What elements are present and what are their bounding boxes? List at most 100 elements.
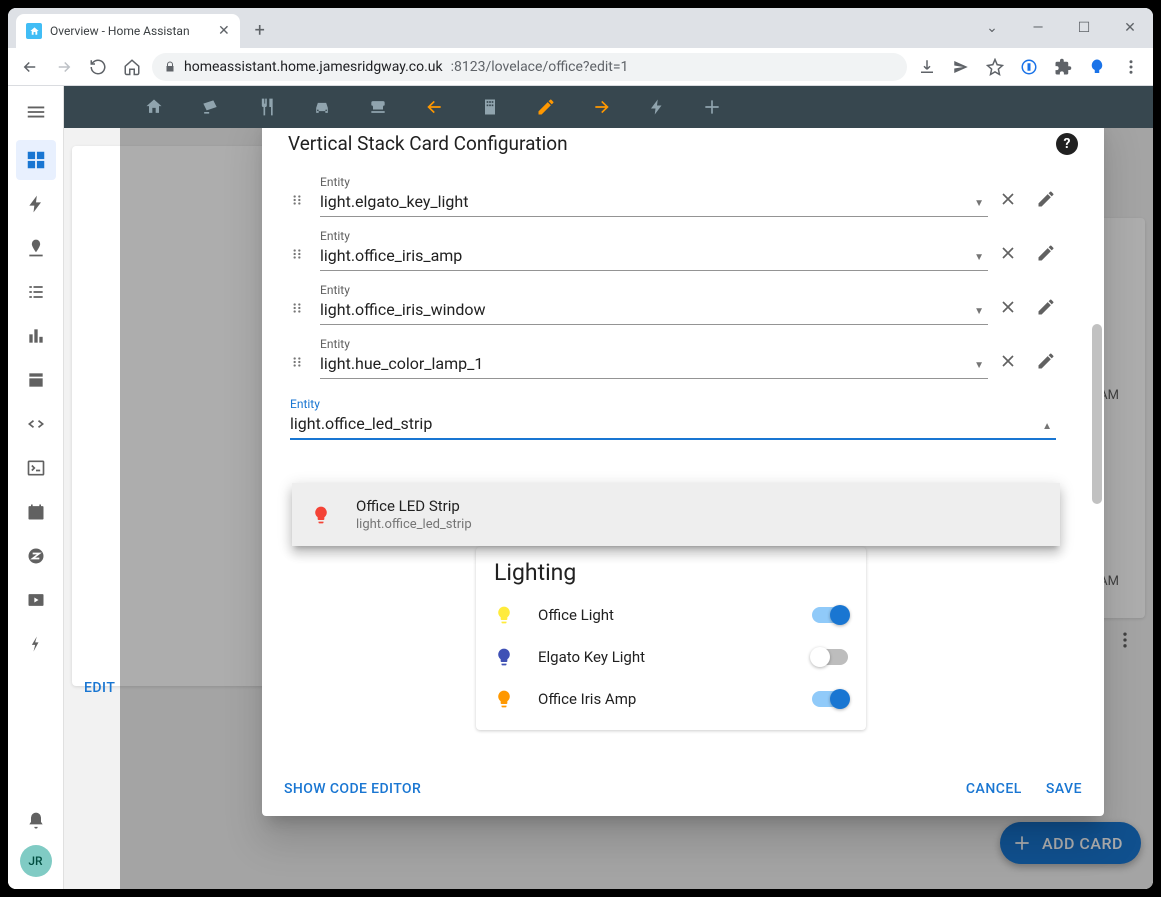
help-icon[interactable]: ?	[1056, 133, 1078, 155]
entity-field[interactable]: Entity ▼	[320, 229, 988, 271]
tab-arrow-left-icon[interactable]	[424, 97, 444, 117]
minimize-icon[interactable]: —	[1015, 12, 1061, 44]
tab-arrow-right-icon[interactable]	[592, 97, 612, 117]
tab-home-icon[interactable]	[144, 97, 164, 117]
forward-icon[interactable]	[50, 53, 78, 81]
new-tab-button[interactable]: +	[246, 16, 274, 44]
tab-add-icon[interactable]	[702, 97, 722, 117]
drag-handle-icon[interactable]	[290, 301, 310, 325]
sidebar-item-energy[interactable]	[16, 184, 56, 224]
scrollbar[interactable]	[1090, 169, 1104, 760]
star-icon[interactable]	[981, 53, 1009, 81]
sidebar-item-map[interactable]	[16, 228, 56, 268]
toggle-switch[interactable]	[812, 649, 848, 665]
entity-field[interactable]: Entity ▼	[320, 175, 988, 217]
drag-handle-icon[interactable]	[290, 355, 310, 379]
show-code-editor-button[interactable]: SHOW CODE EDITOR	[284, 781, 421, 797]
sidebar-item-media[interactable]	[16, 580, 56, 620]
edit-entity-icon[interactable]	[1036, 243, 1056, 263]
tab-flash-icon[interactable]	[648, 98, 666, 116]
remove-entity-icon[interactable]	[998, 351, 1018, 371]
chevron-down-icon[interactable]: ▼	[974, 252, 984, 263]
extensions-icon[interactable]	[1049, 53, 1077, 81]
chevron-down-icon[interactable]: ▼	[974, 360, 984, 371]
sidebar-item-logbook[interactable]	[16, 272, 56, 312]
entity-row: Entity ▼	[280, 223, 1096, 277]
entity-label: Entity	[320, 175, 988, 189]
preview-label: Office Light	[538, 606, 788, 624]
extension-custom-icon[interactable]	[1083, 53, 1111, 81]
remove-entity-icon[interactable]	[998, 189, 1018, 209]
browser-menu-icon[interactable]	[1117, 53, 1145, 81]
url-field[interactable]: homeassistant.home.jamesridgway.co.uk:81…	[152, 53, 907, 81]
close-tab-icon[interactable]: ✕	[218, 23, 230, 39]
close-window-icon[interactable]: ✕	[1107, 12, 1153, 44]
notifications-icon[interactable]	[16, 801, 56, 841]
hamburger-icon[interactable]	[16, 92, 56, 132]
tab-car-icon[interactable]	[312, 97, 332, 117]
entity-input[interactable]	[320, 351, 988, 379]
drag-handle-icon[interactable]	[290, 247, 310, 271]
sidebar-item-calendar[interactable]	[16, 492, 56, 532]
sidebar-item-editor[interactable]	[16, 404, 56, 444]
scrollbar-thumb[interactable]	[1092, 324, 1102, 504]
new-entity-input[interactable]	[290, 411, 1056, 440]
tab-building-icon[interactable]	[480, 97, 500, 117]
tab-kitchen-icon[interactable]	[256, 97, 276, 117]
tab-pencil-icon[interactable]	[536, 97, 556, 117]
browser-tab[interactable]: Overview - Home Assistan ✕	[16, 14, 240, 48]
tab-sofa-icon[interactable]	[368, 97, 388, 117]
entity-input[interactable]	[320, 243, 988, 271]
extension-1password-icon[interactable]	[1015, 53, 1043, 81]
entity-field[interactable]: Entity ▼	[320, 283, 988, 325]
save-button[interactable]: SAVE	[1046, 781, 1082, 797]
dropdown-id: light.office_led_strip	[356, 517, 472, 532]
remove-entity-icon[interactable]	[998, 243, 1018, 263]
entity-label: Entity	[320, 337, 988, 351]
sidebar-item-devtools[interactable]	[16, 624, 56, 664]
edit-entity-icon[interactable]	[1036, 189, 1056, 209]
entity-input[interactable]	[320, 297, 988, 325]
chevron-down-icon[interactable]: ▼	[974, 198, 984, 209]
sidebar-item-terminal[interactable]	[16, 448, 56, 488]
send-icon[interactable]	[947, 53, 975, 81]
sidebar-item-zigbee[interactable]	[16, 536, 56, 576]
entity-label: Entity	[290, 397, 1056, 411]
back-icon[interactable]	[16, 53, 44, 81]
chevron-up-icon[interactable]: ▲	[1042, 421, 1052, 432]
install-icon[interactable]	[913, 53, 941, 81]
lock-icon	[164, 61, 176, 73]
toggle-switch[interactable]	[812, 691, 848, 707]
modal-overlay: Vertical Stack Card Configuration ? Enti…	[120, 128, 1153, 889]
modal-title: Vertical Stack Card Configuration	[288, 132, 568, 155]
edit-entity-icon[interactable]	[1036, 297, 1056, 317]
entity-field[interactable]: Entity ▼	[320, 337, 988, 379]
drag-handle-icon[interactable]	[290, 193, 310, 217]
tab-title: Overview - Home Assistan	[50, 24, 210, 38]
tab-camera-icon[interactable]	[200, 97, 220, 117]
toggle-switch[interactable]	[812, 607, 848, 623]
preview-row: Elgato Key Light	[490, 636, 852, 678]
entity-row: Entity ▼	[280, 277, 1096, 331]
maximize-icon[interactable]: ☐	[1061, 12, 1107, 44]
user-avatar[interactable]: JR	[20, 845, 52, 877]
cancel-button[interactable]: CANCEL	[966, 781, 1022, 797]
reload-icon[interactable]	[84, 53, 112, 81]
entity-input[interactable]	[320, 189, 988, 217]
edit-entity-icon[interactable]	[1036, 351, 1056, 371]
sidebar-item-overview[interactable]	[16, 140, 56, 180]
sidebar-item-history[interactable]	[16, 316, 56, 356]
dropdown-item[interactable]: Office LED Strip light.office_led_strip	[292, 483, 1060, 546]
remove-entity-icon[interactable]	[998, 297, 1018, 317]
card-config-modal: Vertical Stack Card Configuration ? Enti…	[262, 128, 1104, 816]
chevron-down-icon[interactable]: ▼	[974, 306, 984, 317]
home-icon[interactable]	[118, 53, 146, 81]
sidebar-item-hacs[interactable]	[16, 360, 56, 400]
url-host: homeassistant.home.jamesridgway.co.uk	[184, 59, 443, 75]
home-assistant-favicon	[26, 23, 42, 39]
dropdown-name: Office LED Strip	[356, 497, 472, 515]
chevron-down-icon[interactable]: ⌄	[969, 12, 1015, 44]
modal-header: Vertical Stack Card Configuration ?	[262, 128, 1104, 169]
edit-button[interactable]: EDIT	[84, 680, 115, 696]
entity-field-focused[interactable]: Entity ▲	[290, 397, 1056, 440]
